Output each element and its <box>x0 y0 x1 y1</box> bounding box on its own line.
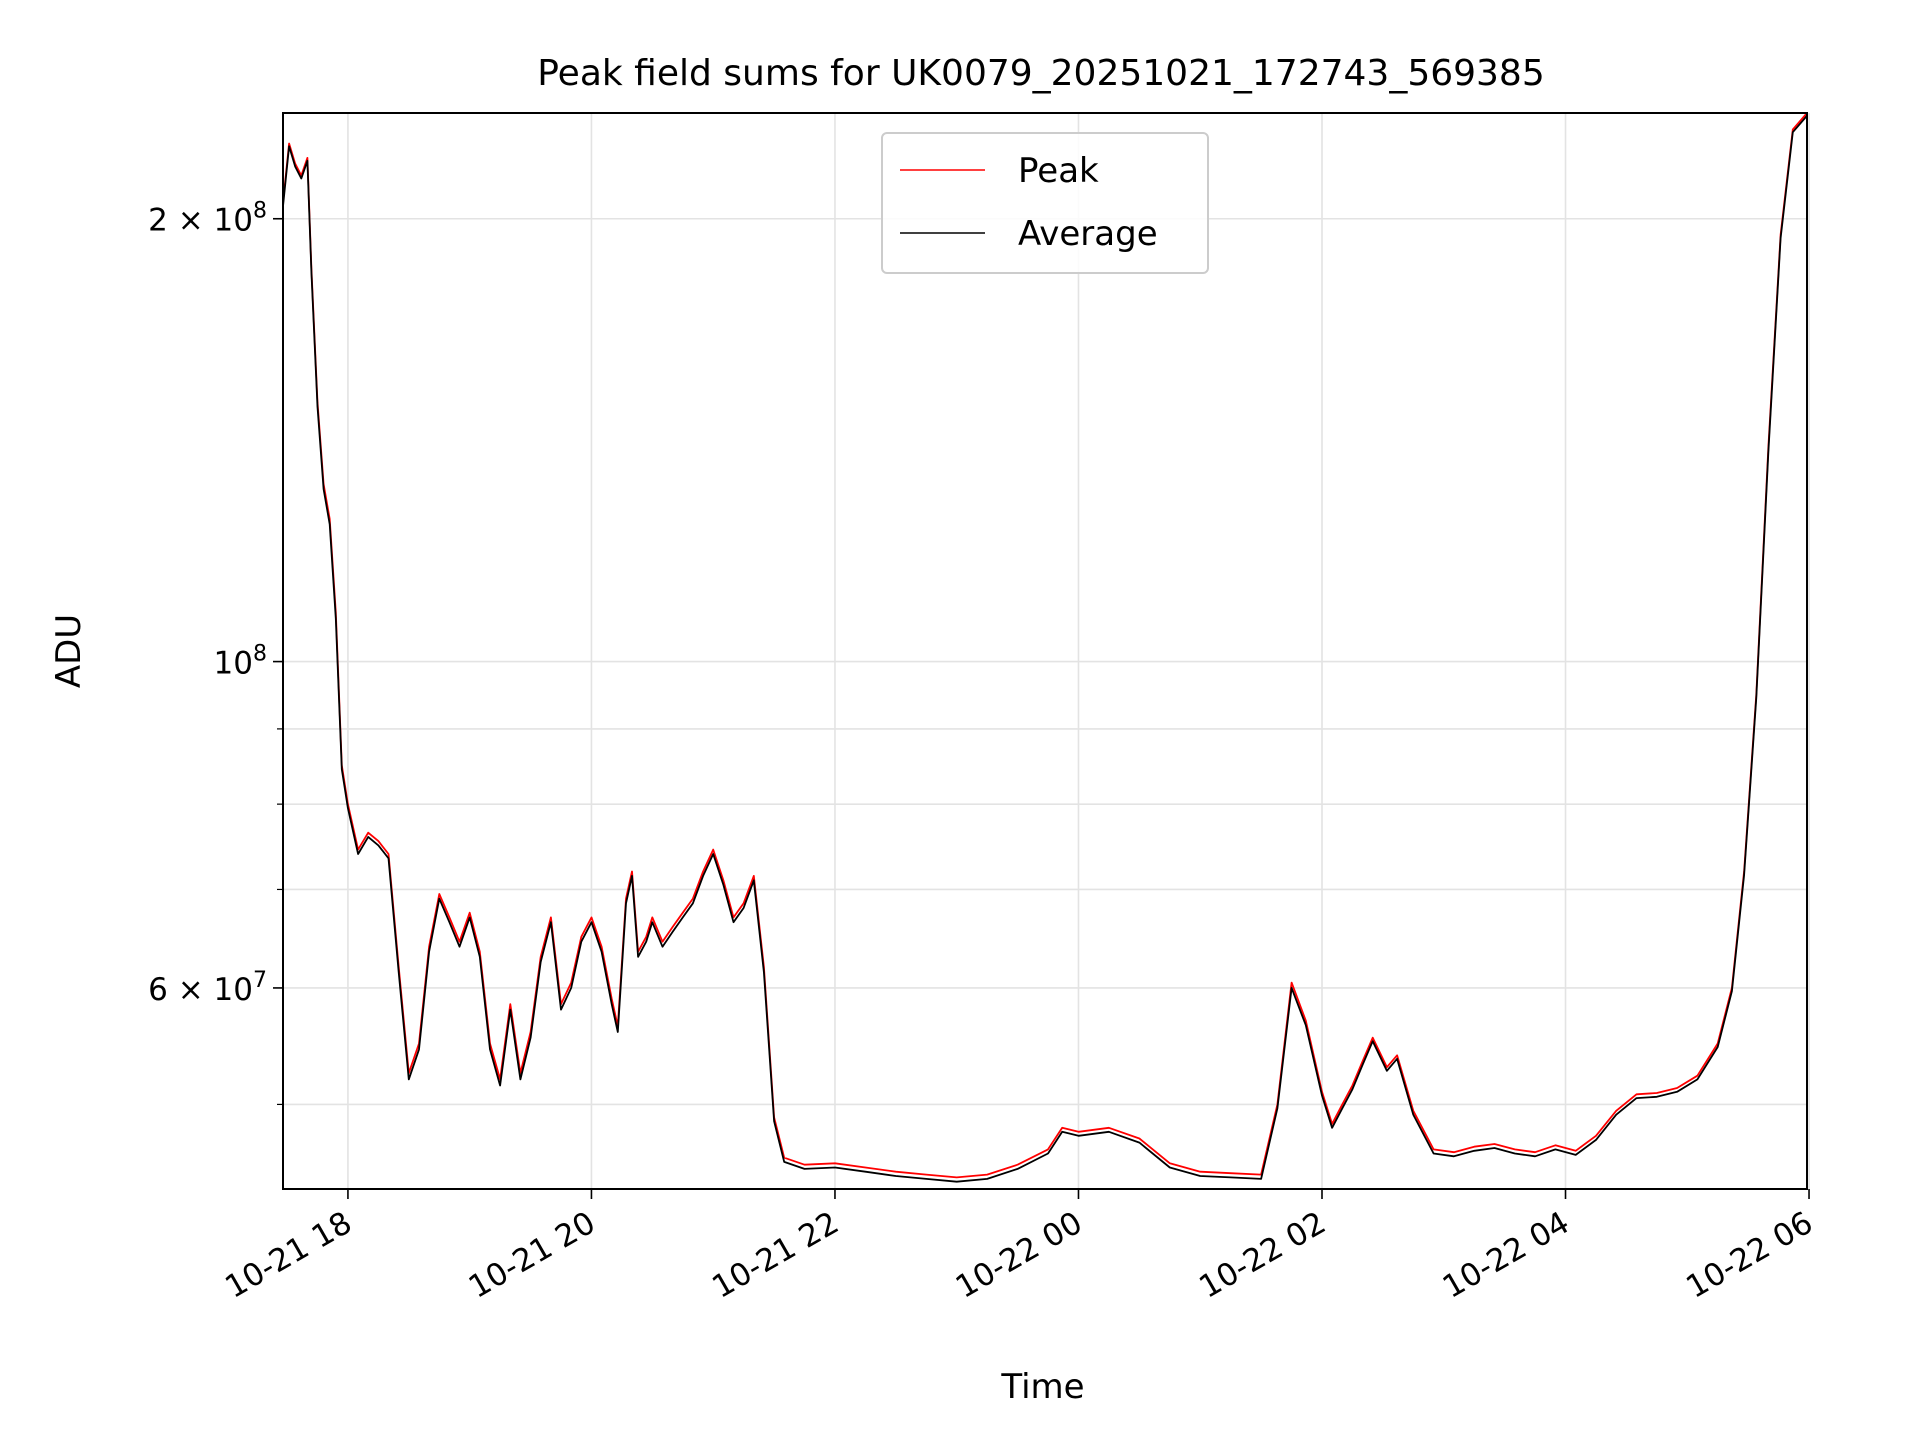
x-tick-label: 10-22 00 <box>950 1205 1089 1306</box>
x-tick-label: 10-21 22 <box>706 1205 845 1306</box>
y-tick-label: 108 <box>214 642 267 682</box>
x-axis-label: Time <box>1000 1367 1084 1407</box>
y-axis: 2 × 108 108 6 × 107 <box>148 199 283 1106</box>
legend: Peak Average <box>881 132 1209 274</box>
series-layer <box>283 113 1807 1183</box>
grid <box>283 113 1810 1189</box>
y-axis-label: ADU <box>49 614 89 688</box>
plot-frame <box>282 112 1808 1190</box>
legend-label-average: Average <box>1018 214 1158 254</box>
x-tick-label: 10-21 20 <box>463 1205 602 1306</box>
legend-label-peak: Peak <box>1018 151 1099 191</box>
x-tick-label: 10-22 06 <box>1680 1205 1819 1306</box>
x-tick-label: 10-22 04 <box>1437 1205 1576 1306</box>
legend-frame <box>881 132 1209 274</box>
y-tick-label: 2 × 108 <box>148 199 267 239</box>
chart-title: Peak field sums for UK0079_20251021_1727… <box>537 53 1545 94</box>
x-axis: 10-21 18 10-21 20 10-21 22 10-22 00 10-22 02… <box>219 1189 1819 1306</box>
x-tick-label: 10-21 18 <box>219 1205 358 1306</box>
series-line-average <box>283 115 1807 1183</box>
x-tick-label: 10-22 02 <box>1193 1205 1332 1306</box>
y-tick-label: 6 × 107 <box>148 968 267 1008</box>
